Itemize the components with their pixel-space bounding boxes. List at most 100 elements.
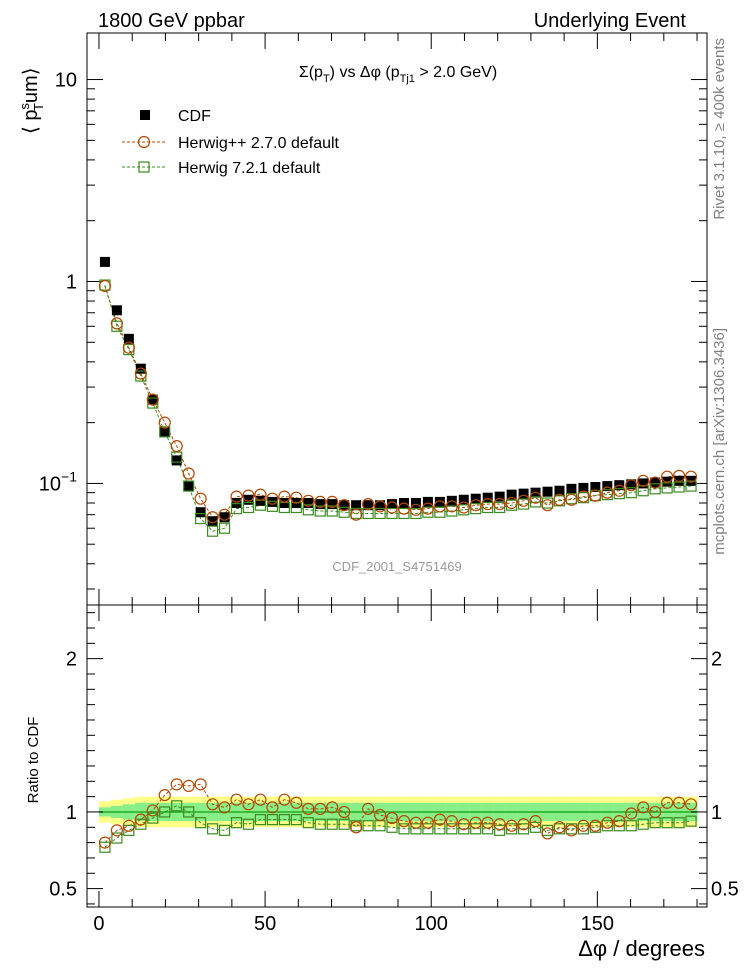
main-title: Σ(pT) vs Δφ (pTj1 > 2.0 GeV) (299, 64, 497, 85)
herwigpp-point (242, 489, 255, 502)
herwigpp-point (649, 476, 662, 489)
ratio-herwigpp-point (613, 815, 626, 828)
x-tick-label: 0 (93, 913, 104, 935)
ratio-herwig7-point (278, 814, 290, 826)
ratio-herwigpp-point (302, 802, 315, 815)
ratio-herwig7-point (171, 800, 183, 812)
ratio-herwig7-point (218, 824, 231, 836)
ratio-herwigpp-point (661, 796, 674, 809)
ratio-herwigpp-point (182, 779, 195, 792)
ratio-herwig7-point (147, 812, 159, 824)
herwig7-point (410, 507, 422, 520)
legend: CDF Herwig++ 2.7.0 default Herwig 7.2.1 … (122, 108, 340, 177)
herwig7-point (195, 512, 207, 525)
ratio-herwig7-point (242, 818, 255, 830)
ratio-herwig7-point (613, 820, 625, 832)
ratio-y-tick-label-left: 1 (66, 802, 77, 824)
cdf-point (626, 479, 637, 490)
cdf-point (363, 500, 374, 511)
cdf-point (207, 516, 218, 527)
ratio-herwigpp-point (158, 788, 171, 802)
herwigpp-point (409, 503, 423, 516)
ratio-y-tick-label-right: 1 (711, 802, 722, 824)
herwigpp-point (373, 500, 387, 513)
ratio-herwigpp-point (170, 778, 183, 791)
ratio-herwigpp-point (254, 793, 267, 806)
cdf-point (315, 499, 326, 510)
legend-herwig7-marker (138, 161, 150, 173)
ratio-herwigpp-point (649, 805, 662, 819)
herwig7-point (422, 506, 434, 518)
cdf-point (590, 481, 601, 492)
herwig7-point (230, 503, 243, 515)
legend-herwigpp-marker (137, 135, 151, 149)
cdf-point (387, 499, 398, 510)
herwig7-point (266, 500, 279, 512)
herwig7-point (362, 507, 374, 520)
ratio-herwig7-point (673, 817, 685, 829)
ratio-herwig7-point (314, 818, 326, 830)
ratio-herwig7-point (123, 824, 135, 836)
ratio-herwigpp-point (469, 816, 482, 829)
x-tick-label: 50 (254, 913, 276, 935)
ratio-herwigpp-point (601, 816, 614, 829)
herwig7-point (673, 481, 685, 493)
ratio-herwigpp-point (421, 816, 435, 829)
ratio-herwigpp-point (505, 819, 518, 832)
ratio-herwig7-point (386, 821, 398, 833)
herwig7-point (661, 482, 673, 494)
herwig7-point (434, 506, 446, 518)
herwigpp-point (577, 490, 590, 503)
herwig7-point (338, 506, 350, 518)
herwigpp-point (601, 486, 614, 499)
ratio-herwigpp-point (637, 801, 650, 814)
ratio-line-herwigpp (104, 783, 692, 843)
herwigpp-point (421, 502, 435, 515)
ratio-herwig7-point (422, 823, 434, 835)
herwigpp-point (613, 484, 626, 497)
ratio-herwig7-point (494, 824, 506, 836)
main-y-axis-label: ⟨ psTum⟩ (17, 67, 46, 134)
ratio-herwig7-point (111, 832, 123, 844)
main-y-tick-label: 1 (66, 271, 77, 293)
ratio-herwigpp-point (218, 801, 231, 814)
legend-cdf-label: CDF (178, 108, 211, 125)
ratio-herwig7-point (398, 823, 410, 835)
cdf-point (375, 500, 386, 511)
herwigpp-point (661, 470, 674, 483)
cdf-point (243, 494, 254, 505)
cdf-point (602, 481, 613, 492)
main-data-marks (98, 256, 698, 537)
herwig7-point (183, 480, 195, 492)
ratio-herwigpp-point (672, 796, 686, 809)
herwigpp-point (266, 492, 279, 505)
main-y-tick-label-base: 10 (55, 70, 77, 92)
x-axis-label: Δφ / degrees (578, 936, 705, 961)
herwigpp-point (469, 499, 482, 512)
ratio-herwigpp-point (266, 801, 279, 814)
ratio-herwig7-point (159, 806, 171, 818)
herwigpp-point (625, 479, 638, 492)
ratio-herwigpp-point (350, 821, 363, 834)
ratio-herwigpp-point (517, 818, 530, 831)
ratio-herwig7-point (338, 818, 350, 830)
ratio-herwigpp-point (445, 815, 458, 828)
ratio-herwig7-point (470, 823, 482, 835)
cdf-point (458, 494, 469, 505)
ratio-y-tick-label-left: 2 (66, 649, 77, 671)
ratio-y-tick-label-right: 2 (711, 649, 722, 671)
herwig7-point (386, 507, 398, 520)
ratio-herwig7-point (458, 823, 470, 835)
ratio-herwigpp-point (278, 793, 291, 806)
herwigpp-point (529, 491, 542, 504)
ratio-herwig7-point (302, 817, 314, 829)
cdf-point (434, 496, 445, 507)
ratio-herwigpp-point (625, 807, 638, 820)
ratio-y-axis-label: Ratio to CDF (25, 717, 42, 804)
ratio-y-tick-label-left: 0.5 (49, 879, 77, 901)
cdf-point (566, 483, 577, 494)
ratio-herwig7-point (362, 820, 374, 832)
herwig7-point (529, 496, 542, 508)
herwigpp-point (146, 393, 159, 406)
